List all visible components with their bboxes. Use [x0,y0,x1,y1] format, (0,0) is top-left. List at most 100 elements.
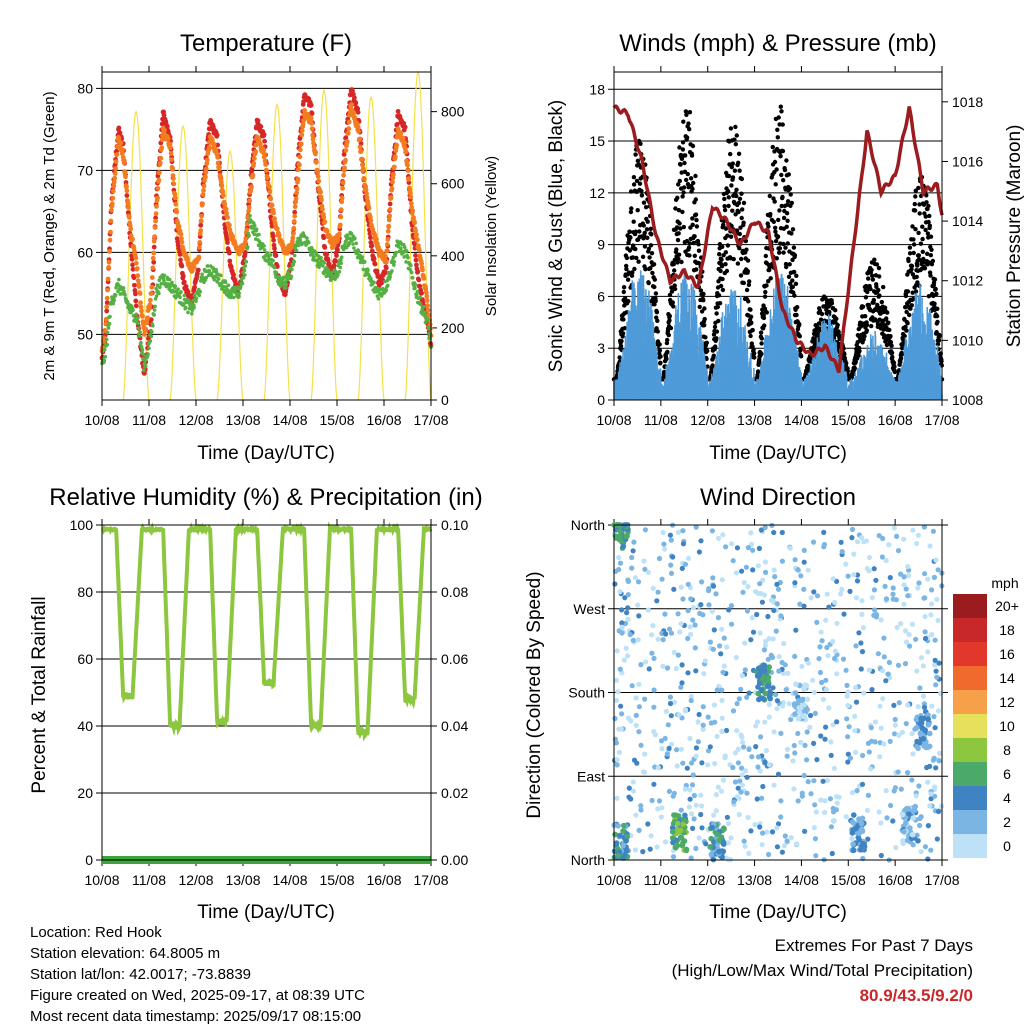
gust-point [735,133,739,137]
gust-point [714,336,718,340]
gust-point [636,159,640,163]
gust-point [671,300,675,304]
series-point [318,190,323,195]
series-point [267,189,272,194]
series-point [153,225,158,230]
gust-point [881,285,885,289]
series-point [356,124,361,129]
gust-point [834,317,838,321]
series-point [158,156,163,161]
series-point [182,280,187,285]
gust-point [680,194,684,198]
series-point [319,198,324,203]
series-point [146,352,150,356]
y2-tick-label: 400 [441,248,465,264]
series-point [204,167,209,172]
gust-point [794,274,798,278]
gust-point [856,353,860,357]
series-point [104,309,109,314]
gust-point [738,232,742,236]
gust-point [927,214,931,218]
series-point [292,219,297,224]
gust-point [906,259,910,263]
series-point [426,318,430,322]
series-point [154,204,159,209]
series-point [271,259,275,263]
series-point [273,266,277,270]
series-point [212,142,217,147]
gust-point [759,352,763,356]
y2-tick-label: 1010 [952,332,983,348]
series-point [259,124,264,129]
series-point [411,276,415,280]
series-point [420,268,425,273]
gust-point [748,334,752,338]
gust-point [900,352,904,356]
series-point [338,215,343,220]
series-point [150,266,155,271]
gust-point [726,204,730,208]
series-point [369,243,374,248]
gust-point [934,292,938,296]
gust-point [650,271,654,275]
series-point [352,110,357,115]
series-point [225,215,230,220]
series-point [107,326,111,330]
gust-point [668,314,672,318]
gust-point [890,351,894,355]
series-point [406,256,410,260]
gust-point [633,247,637,251]
series-point [330,271,334,275]
series-point [268,196,273,201]
series-point [137,326,141,330]
series-point [138,291,143,296]
gust-point [688,110,692,114]
gust-point [739,273,743,277]
series-point [393,154,398,159]
gust-point [667,333,671,337]
series-point [407,176,412,181]
series-point [394,143,399,148]
gust-point [720,245,724,249]
gust-point [719,284,723,288]
series-point [198,290,202,294]
gust-point [645,236,649,240]
gust-point [658,348,662,352]
y-tick-label: 9 [597,237,605,253]
series-point [353,237,357,241]
gust-point [783,246,787,250]
gust-point [892,365,896,369]
series-point [108,315,112,319]
gust-point [911,237,915,241]
series-point [123,174,128,179]
series-point [396,109,401,114]
gust-point [737,169,741,173]
series-point [271,238,276,243]
gust-point [762,323,766,327]
gust-point [705,341,709,345]
series-point [173,202,178,207]
series-point [115,152,120,157]
series-point [270,203,275,208]
series-point [352,95,357,100]
series-point [417,248,422,253]
series-point [227,283,231,287]
series-point [349,102,354,107]
gust-point [673,287,677,291]
gust-point [622,290,626,294]
gust-point [865,323,869,327]
gust-point [677,253,681,257]
series-point [408,195,413,200]
gust-point [775,256,779,260]
gust-point [853,366,857,370]
gust-point [786,241,790,245]
gust-point [736,210,740,214]
gust-point [733,125,737,129]
series-point [297,163,302,168]
series-point [291,231,296,236]
gust-point [716,319,720,323]
gust-point [912,242,916,246]
temperature-ylabel-right: Solar Insolation (Yellow) [483,156,500,316]
gust-point [645,227,649,231]
gust-point [775,128,779,132]
